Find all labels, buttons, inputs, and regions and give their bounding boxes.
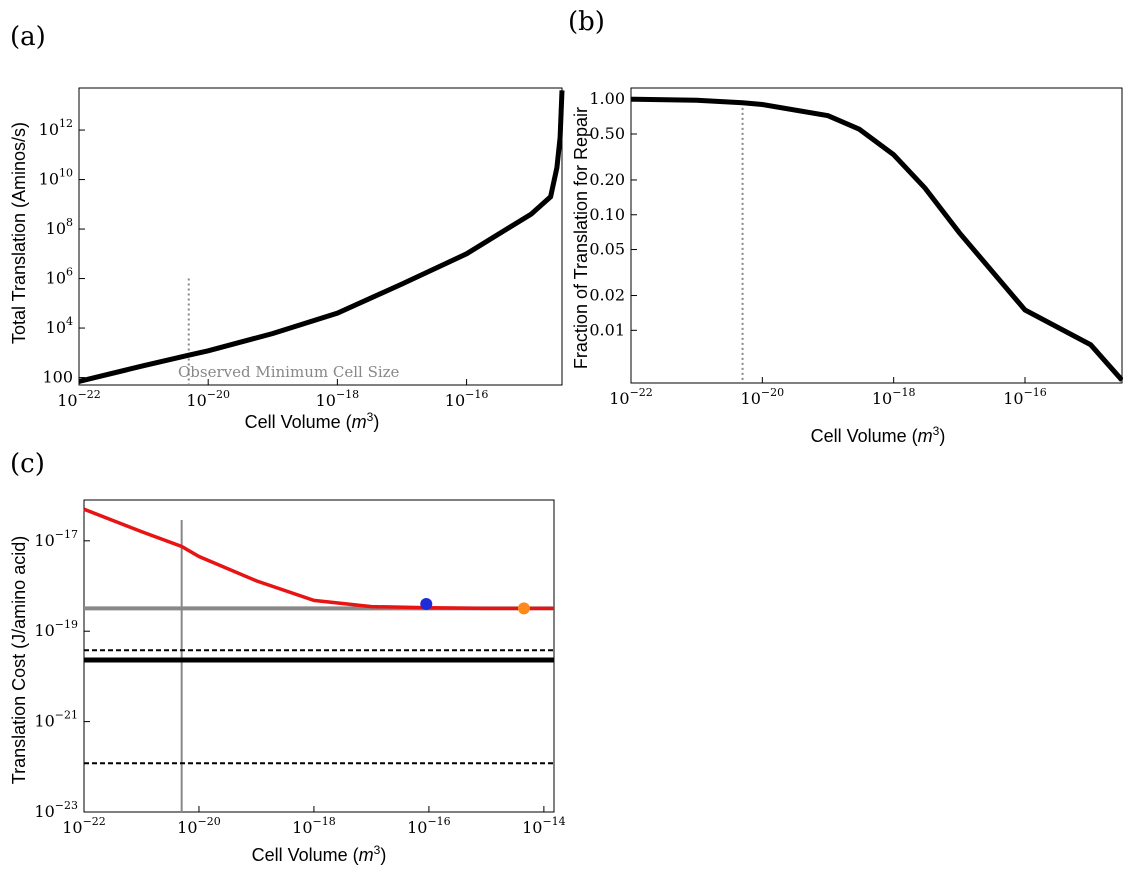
plot-frame-c xyxy=(83,499,555,813)
y-axis-ticks-b: 1.00 0.50 0.20 0.10 0.05 0.02 0.01 xyxy=(589,89,637,339)
panel-label-b: (b) xyxy=(568,7,605,37)
x-axis-ticks-c: 10−22 10−20 10−18 10−16 10−14 xyxy=(62,806,566,837)
x-tick-label: 10−16 xyxy=(445,388,489,410)
x-tick-label: 10−20 xyxy=(741,386,785,408)
y-axis-label-a: Total Translation (Aminos/s) xyxy=(9,122,29,344)
chart-panel-b: 10−22 10−20 10−18 10−16 1.00 0.50 0.20 0.10 0.0… xyxy=(571,87,1123,446)
chart-panel-a: 10−22 10−20 10−18 10−16 100 104 106 108 1010 101… xyxy=(9,87,565,432)
y-tick-label: 10−23 xyxy=(34,799,78,821)
y-tick-label: 0.02 xyxy=(589,286,625,305)
plot-frame-b xyxy=(630,87,1123,384)
y-tick-label: 0.01 xyxy=(589,320,625,339)
y-tick-label: 1.00 xyxy=(589,89,625,108)
x-axis-ticks-b: 10−22 10−20 10−18 10−16 xyxy=(609,377,1047,408)
chart-panel-c: 10−22 10−20 10−18 10−16 10−14 10−23 10−21 10−1… xyxy=(9,499,566,865)
y-axis-label-b: Fraction of Translation for Repair xyxy=(571,107,591,369)
x-tick-label: 10−18 xyxy=(292,815,336,837)
blue-data-point xyxy=(420,598,433,610)
x-axis-ticks-a: 10−22 10−20 10−18 10−16 xyxy=(57,379,488,410)
x-tick-label: 10−14 xyxy=(522,815,566,837)
x-tick-label: 10−22 xyxy=(57,388,101,410)
x-tick-label: 10−22 xyxy=(609,386,653,408)
y-tick-label: 10−19 xyxy=(34,618,78,640)
panel-label-a: (a) xyxy=(10,22,46,52)
x-tick-label: 10−16 xyxy=(1003,386,1047,408)
y-axis-ticks-a: 100 104 106 108 1010 1012 xyxy=(39,117,85,387)
x-axis-label-b: Cell Volume (m3) xyxy=(811,424,946,446)
y-tick-label: 0.50 xyxy=(589,124,625,143)
x-axis-label-a: Cell Volume (m3) xyxy=(245,410,380,432)
y-tick-label: 104 xyxy=(46,315,73,337)
y-tick-label: 1010 xyxy=(39,167,73,189)
y-tick-label: 0.10 xyxy=(589,205,625,224)
x-tick-label: 10−18 xyxy=(316,388,360,410)
orange-data-point xyxy=(517,602,530,615)
y-tick-label: 106 xyxy=(46,266,73,288)
y-tick-label: 1012 xyxy=(39,117,73,139)
translation-cost-curve xyxy=(83,507,554,611)
y-axis-label-c: Translation Cost (J/amino acid) xyxy=(9,536,29,784)
y-tick-label: 10−17 xyxy=(34,528,78,550)
y-tick-label: 0.20 xyxy=(589,170,625,189)
y-tick-label: 0.05 xyxy=(589,240,625,259)
x-tick-label: 10−22 xyxy=(62,815,106,837)
annotation-minimum-cell-size: Observed Minimum Cell Size xyxy=(178,363,400,381)
x-tick-label: 10−16 xyxy=(407,815,451,837)
total-translation-curve xyxy=(78,90,565,384)
x-tick-label: 10−20 xyxy=(177,815,221,837)
repair-fraction-curve xyxy=(630,96,1123,382)
y-tick-label: 10−21 xyxy=(34,709,78,731)
x-axis-label-c: Cell Volume (m3) xyxy=(252,843,387,865)
x-tick-label: 10−20 xyxy=(186,388,230,410)
y-tick-label: 108 xyxy=(46,216,73,238)
y-axis-ticks-c: 10−23 10−21 10−19 10−17 xyxy=(34,528,90,821)
y-tick-label: 100 xyxy=(42,368,73,387)
panel-label-c: (c) xyxy=(10,449,45,479)
x-tick-label: 10−18 xyxy=(872,386,916,408)
plot-frame-a xyxy=(78,87,563,386)
